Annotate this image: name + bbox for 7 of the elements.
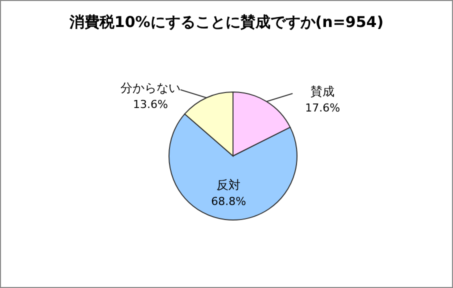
data-label: 13.6%: [133, 98, 168, 111]
legend-label: 賛成: [310, 84, 335, 99]
slice-label: 反対: [216, 178, 241, 192]
data-label: 68.8%: [211, 194, 246, 208]
chart-title: 消費税10%にすることに賛成ですか(n=954): [68, 13, 384, 31]
data-label: 17.6%: [305, 102, 340, 115]
slice-label: 分からない: [120, 80, 180, 95]
